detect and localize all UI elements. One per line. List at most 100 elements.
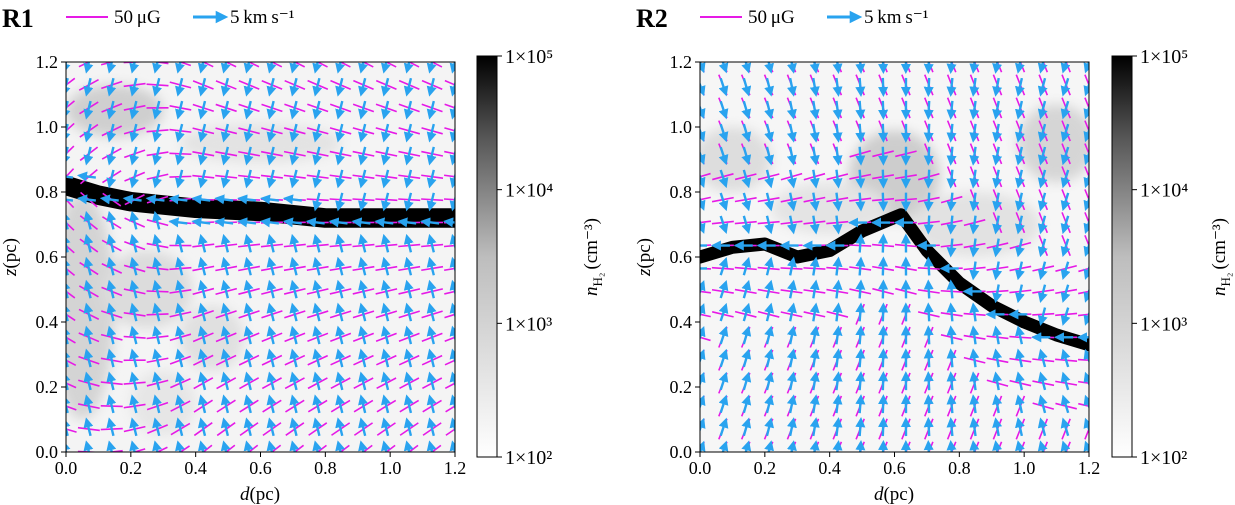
- velocity-arrow: [1037, 440, 1048, 452]
- velocity-arrow: [289, 256, 300, 276]
- velocity-arrow: [1015, 192, 1025, 212]
- velocity-arrow: [969, 417, 980, 437]
- velocity-arrow: [992, 100, 1003, 120]
- velocity-arrow: [152, 169, 162, 189]
- bfield-segment: [1078, 267, 1089, 273]
- velocity-arrow: [1060, 348, 1071, 368]
- velocity-arrow: [197, 256, 208, 276]
- velocity-arrow: [266, 325, 277, 345]
- y-axis: 0.0 0.2 0.4 0.6 0.8 1.0 1.2: [670, 52, 700, 462]
- velocity-arrow: [397, 217, 417, 228]
- velocity-arrow: [449, 233, 455, 251]
- velocity-arrow: [129, 169, 140, 189]
- velocity-arrow: [312, 348, 323, 368]
- bfield-segment: [247, 444, 259, 452]
- bfield-segment: [177, 62, 192, 67]
- velocity-arrow: [832, 169, 843, 189]
- velocity-arrow: [106, 417, 117, 437]
- y-tick-label: 0.4: [670, 312, 693, 332]
- velocity-arrow: [764, 371, 775, 391]
- bfield-segment: [1084, 74, 1089, 88]
- velocity-arrow: [786, 302, 797, 322]
- velocity-arrow: [335, 77, 346, 97]
- velocity-arrow: [175, 440, 185, 452]
- velocity-arrow: [1037, 123, 1048, 143]
- velocity-arrow: [741, 371, 752, 391]
- velocity-arrow: [152, 279, 162, 299]
- bfield-segment: [293, 444, 305, 452]
- velocity-arrow: [243, 440, 254, 452]
- velocity-arrow: [992, 169, 1003, 189]
- velocity-arrow: [243, 279, 254, 299]
- velocity-arrow: [380, 169, 391, 189]
- velocity-arrow: [1037, 307, 1048, 326]
- velocity-arrow: [358, 123, 368, 143]
- velocity-arrow: [380, 77, 391, 97]
- velocity-arrow: [809, 302, 820, 322]
- velocity-arrow: [83, 279, 94, 299]
- velocity-arrow: [855, 62, 866, 75]
- velocity-arrow: [266, 440, 277, 452]
- velocity-arrow: [129, 256, 140, 276]
- velocity-arrow: [129, 440, 140, 452]
- vector-field: [700, 62, 1089, 452]
- velocity-arrow: [426, 77, 437, 97]
- velocity-arrow: [832, 77, 843, 97]
- velocity-arrow: [380, 348, 391, 368]
- velocity-arrow: [809, 100, 820, 120]
- velocity-arrow: [335, 169, 346, 189]
- velocity-arrow: [741, 417, 752, 437]
- y-tick-label: 0.0: [670, 442, 693, 462]
- velocity-arrow: [700, 326, 706, 341]
- velocity-arrow: [832, 417, 843, 437]
- velocity-arrow: [426, 348, 437, 368]
- velocity-arrow: [83, 417, 94, 437]
- velocity-arrow: [786, 215, 797, 235]
- velocity-arrow: [168, 194, 188, 205]
- velocity-arrow: [426, 256, 437, 276]
- velocity-arrow: [220, 100, 231, 120]
- velocity-arrow: [106, 123, 117, 143]
- velocity-arrow: [1083, 150, 1089, 166]
- velocity-arrow: [718, 77, 729, 97]
- velocity-arrow: [809, 192, 820, 212]
- velocity-arrow: [152, 394, 162, 414]
- velocity-arrow: [83, 123, 94, 143]
- velocity-arrow: [289, 123, 300, 143]
- velocity-arrow: [66, 146, 71, 166]
- velocity-arrow: [358, 100, 368, 120]
- bfield-segment: [444, 127, 455, 132]
- velocity-arrow: [312, 100, 323, 120]
- velocity-arrow: [175, 123, 185, 143]
- velocity-arrow: [358, 371, 368, 391]
- velocity-arrow: [380, 146, 391, 166]
- velocity-arrow: [741, 394, 752, 414]
- velocity-arrow: [923, 100, 934, 120]
- bfield-segment: [315, 62, 328, 68]
- bfield-segment: [66, 244, 75, 254]
- velocity-arrow: [220, 394, 231, 414]
- velocity-arrow: [1083, 195, 1089, 212]
- velocity-arrow: [266, 169, 277, 189]
- velocity-arrow: [289, 302, 300, 322]
- velocity-arrow: [243, 417, 254, 437]
- velocity-arrow: [718, 279, 729, 299]
- velocity-arrow: [718, 100, 729, 120]
- velocity-arrow: [855, 233, 866, 253]
- bfield-segment: [201, 62, 214, 68]
- velocity-arrow: [1083, 62, 1089, 74]
- velocity-arrow: [1037, 146, 1048, 166]
- velocity-arrow: [449, 302, 455, 320]
- velocity-arrow: [152, 325, 162, 345]
- velocity-arrow: [426, 123, 437, 143]
- velocity-arrow: [1015, 146, 1025, 166]
- velocity-arrow: [83, 348, 94, 368]
- bfield-segment: [131, 448, 146, 452]
- velocity-arrow: [220, 169, 231, 189]
- velocity-arrow: [969, 169, 980, 189]
- velocity-arrow: [191, 217, 211, 228]
- velocity-arrow: [1015, 62, 1025, 74]
- velocity-arrow: [809, 215, 820, 235]
- velocity-arrow: [992, 440, 1003, 452]
- velocity-arrow: [312, 233, 323, 253]
